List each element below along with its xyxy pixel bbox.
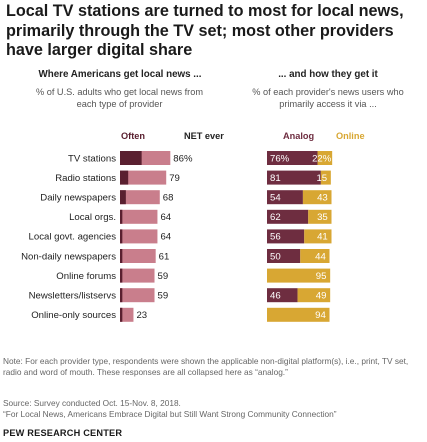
net-ever-value-label: 68	[163, 193, 174, 204]
left-panel-description: % of U.S. adults who get local news from…	[36, 87, 203, 109]
online-bar	[308, 209, 332, 224]
online-value-label: 43	[317, 193, 328, 204]
category-label: Non-daily newspapers	[21, 251, 116, 262]
analog-bar	[267, 249, 301, 263]
right-panel-description: % of each provider's news users who prim…	[252, 87, 404, 109]
net-ever-bar	[120, 209, 158, 224]
often-bar	[120, 249, 123, 263]
often-bar	[120, 307, 123, 322]
often-bar	[120, 288, 123, 303]
online-value-label: 95	[316, 271, 327, 282]
online-bar	[304, 229, 332, 244]
often-bar	[120, 170, 129, 185]
net-ever-value-label: 86%	[173, 153, 193, 164]
legend-often: Often	[121, 131, 145, 141]
often-bar	[120, 209, 123, 224]
net-ever-value-label: 79	[169, 173, 180, 184]
organization-name: PEW RESEARCH CENTER	[3, 428, 123, 438]
net-ever-bar	[120, 307, 134, 322]
analog-value-label: 46	[270, 291, 281, 302]
online-bar	[302, 190, 332, 205]
net-ever-value-label: 64	[160, 212, 171, 223]
analog-value-label: 76%	[270, 153, 290, 164]
online-bar	[320, 170, 331, 185]
category-label: Radio stations	[55, 173, 116, 184]
footer-report: “For Local News, Americans Embrace Digit…	[3, 409, 337, 419]
often-bar	[120, 229, 123, 244]
category-label: Daily newspapers	[40, 193, 116, 204]
analog-value-label: 54	[270, 193, 281, 204]
right-panel-heading: ... and how they get it	[278, 69, 378, 80]
online-value-label: 44	[315, 251, 326, 262]
analog-bar	[267, 288, 298, 303]
net-ever-bar	[120, 229, 158, 244]
often-bar	[120, 190, 126, 205]
online-value-label: 94	[315, 310, 326, 321]
category-label: Online forums	[56, 271, 116, 282]
net-ever-value-label: 61	[159, 251, 170, 262]
often-bar	[120, 151, 142, 165]
analog-bar	[267, 170, 321, 185]
online-value-label: 15	[316, 173, 327, 184]
analog-value-label: 56	[270, 232, 281, 243]
net-ever-value-label: 59	[158, 271, 169, 282]
footer-source: Source: Survey conducted Oct. 15-Nov. 8,…	[3, 398, 181, 408]
analog-value-label: 62	[270, 212, 281, 223]
net-ever-bar	[120, 288, 155, 303]
analog-bar	[267, 151, 318, 165]
online-value-label: 49	[316, 291, 327, 302]
online-value-label: 35	[317, 212, 328, 223]
online-value-label: 41	[317, 232, 328, 243]
online-bar	[267, 268, 331, 283]
net-ever-bar	[120, 268, 155, 283]
legend-net-ever: NET ever	[184, 131, 224, 141]
chart-title: Local TV stations are turned to most for…	[6, 2, 404, 59]
online-value-label: 22%	[312, 153, 332, 164]
footer-note: Note: For each provider type, respondent…	[3, 356, 409, 377]
net-ever-value-label: 64	[160, 232, 171, 243]
online-bar	[297, 288, 331, 303]
category-label: TV stations	[68, 153, 116, 164]
category-label: Local orgs.	[69, 212, 116, 223]
analog-bar	[267, 229, 305, 244]
category-label: Online-only sources	[31, 310, 116, 321]
legend-analog: Analog	[283, 131, 315, 141]
online-bar	[300, 249, 330, 263]
net-ever-value-label: 59	[158, 291, 169, 302]
legend-online: Online	[336, 131, 365, 141]
online-bar	[317, 151, 333, 165]
left-panel-heading: Where Americans get local news ...	[38, 69, 202, 80]
net-ever-value-label: 23	[136, 310, 147, 321]
net-ever-bar	[120, 190, 160, 205]
analog-value-label: 81	[270, 173, 281, 184]
net-ever-bar	[120, 170, 167, 185]
analog-value-label: 50	[270, 251, 281, 262]
net-ever-bar	[120, 249, 156, 263]
category-label: Local govt. agencies	[29, 232, 117, 243]
analog-bar	[267, 209, 309, 224]
category-label: Newsletters/listservs	[29, 291, 117, 302]
online-bar	[267, 307, 330, 322]
often-bar	[120, 268, 123, 283]
analog-bar	[267, 190, 303, 205]
